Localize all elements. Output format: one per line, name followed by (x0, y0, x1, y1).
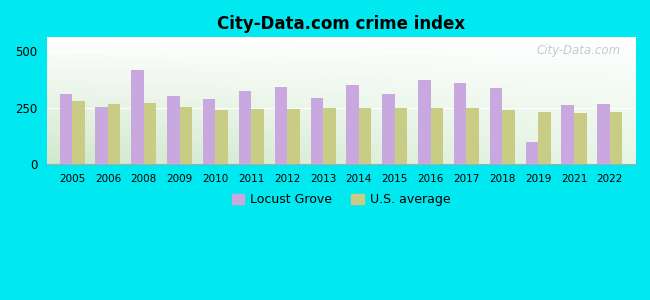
Bar (287, 109, 300, 164)
Bar (96, 107, 108, 164)
Title: City-Data.com crime index: City-Data.com crime index (217, 15, 465, 33)
Bar (418, 80, 430, 164)
Bar (502, 110, 515, 164)
Bar (454, 83, 467, 164)
Bar (538, 112, 551, 164)
Bar (430, 109, 443, 164)
Bar (239, 91, 252, 164)
Bar (72, 101, 84, 164)
Bar (60, 94, 72, 164)
Bar (311, 98, 323, 164)
Text: City-Data.com: City-Data.com (536, 44, 620, 57)
Legend: Locust Grove, U.S. average: Locust Grove, U.S. average (227, 188, 456, 211)
Bar (574, 112, 586, 164)
Bar (131, 70, 144, 164)
Bar (562, 105, 574, 164)
Bar (610, 112, 623, 164)
Bar (203, 98, 216, 164)
Bar (108, 103, 120, 164)
Bar (216, 110, 228, 164)
Bar (467, 109, 479, 164)
Bar (346, 85, 359, 164)
Bar (490, 88, 502, 164)
Bar (382, 94, 395, 164)
Bar (252, 110, 264, 164)
Bar (144, 103, 157, 164)
Bar (167, 96, 179, 164)
Bar (275, 87, 287, 164)
Bar (597, 103, 610, 164)
Bar (323, 108, 335, 164)
Bar (526, 142, 538, 164)
Bar (395, 109, 408, 164)
Bar (359, 109, 371, 164)
Bar (179, 107, 192, 164)
